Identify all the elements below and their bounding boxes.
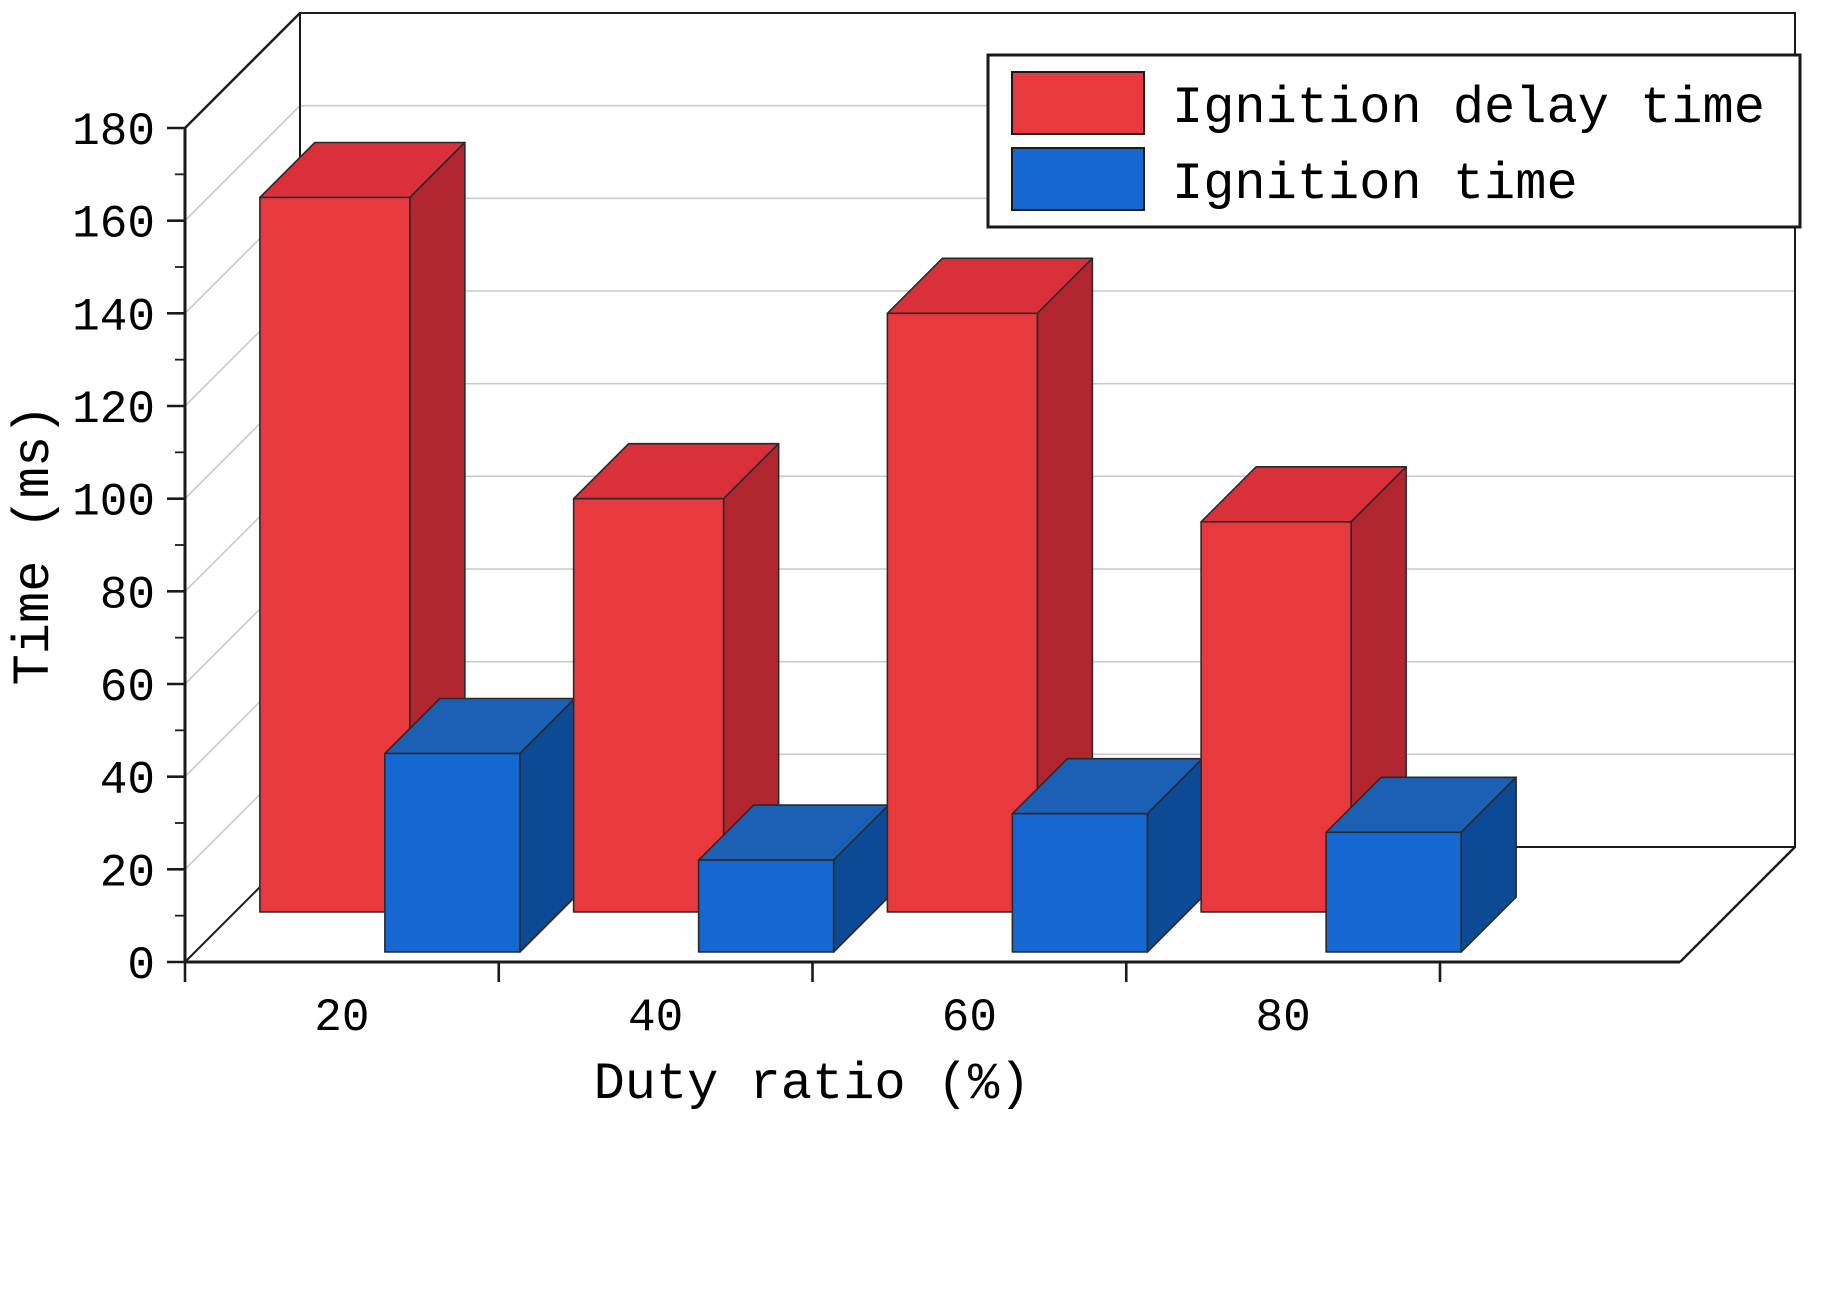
bars: [259, 141, 1517, 953]
bar-ignition-time-40: [697, 804, 890, 953]
bar-ignition-time-60: [1011, 757, 1204, 953]
bottom-right-depth-edge: [1679, 846, 1796, 963]
bar-ignition-delay-time-60: [886, 257, 1094, 913]
bar-front-face: [572, 497, 725, 913]
x-tick-label-20: 20: [314, 992, 369, 1044]
legend-swatch-ignition-delay-time: [1011, 71, 1145, 135]
bar-front-face: [1325, 831, 1462, 953]
y-tick-label-0: 0: [127, 940, 155, 992]
x-tick-label-60: 60: [942, 992, 997, 1044]
bar-ignition-time-80: [1325, 776, 1517, 953]
y-tick-label-80: 80: [100, 569, 155, 621]
gridline-leftwall-160: [184, 105, 301, 222]
axes: 0 20 40 60 80 100 120 140 160 180 20 40 60 80: [72, 106, 1680, 1044]
y-tick-label-40: 40: [100, 755, 155, 807]
bar-front-face: [1011, 812, 1149, 953]
y-tick-label-20: 20: [100, 847, 155, 899]
y-axis-title: Time (ms): [5, 405, 64, 686]
legend-label-ignition-delay-time: Ignition delay time: [1172, 79, 1765, 138]
y-tick-label-100: 100: [72, 477, 155, 529]
x-tick-label-40: 40: [628, 992, 683, 1044]
legend-label-ignition-time: Ignition time: [1172, 155, 1578, 214]
y-tick-label-120: 120: [72, 384, 155, 436]
bar-front-face: [384, 752, 521, 953]
top-left-depth-edge: [184, 12, 301, 129]
bar-ignition-delay-time-40: [572, 442, 780, 913]
x-tick-label-80: 80: [1256, 992, 1311, 1044]
legend-swatch-ignition-time: [1011, 147, 1145, 211]
legend: Ignition delay time Ignition time: [986, 53, 1802, 229]
x-axis-title: Duty ratio (%): [594, 1055, 1031, 1114]
bar-front-face: [697, 859, 835, 953]
bar-ignition-time-20: [384, 697, 576, 953]
y-tick-label-160: 160: [72, 199, 155, 251]
y-tick-label-180: 180: [72, 106, 155, 158]
y-tick-label-60: 60: [100, 662, 155, 714]
y-tick-label-140: 140: [72, 291, 155, 343]
